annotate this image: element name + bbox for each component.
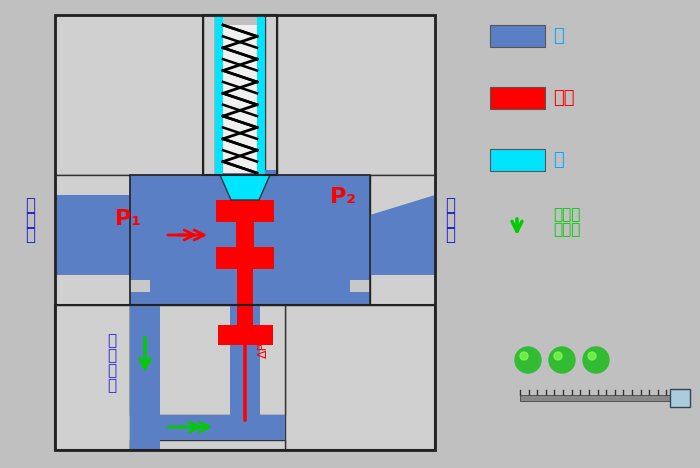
Bar [350,280,370,292]
Text: 制: 制 [107,348,117,363]
Bar [236,222,254,247]
Circle shape [520,352,528,360]
Bar [130,305,160,450]
Bar [130,175,370,305]
Bar [223,25,257,173]
Bar [237,269,253,329]
Text: P₂: P₂ [330,187,356,207]
Bar [203,15,215,175]
Text: 活塞: 活塞 [553,89,575,108]
Text: P₁: P₁ [115,209,141,229]
Text: 出: 出 [445,196,455,214]
Circle shape [583,347,609,373]
Bar [55,195,130,275]
Bar [130,440,285,450]
Polygon shape [55,195,130,275]
Text: 阀: 阀 [553,152,564,169]
Bar [215,15,223,175]
Text: 油: 油 [553,28,564,45]
Bar [216,247,274,269]
Circle shape [554,352,562,360]
Bar [215,170,277,175]
Text: 路: 路 [107,378,117,393]
Text: 油: 油 [445,211,455,229]
Bar [490,25,545,47]
Bar [55,15,215,175]
Bar [223,25,257,173]
Text: 油: 油 [25,211,35,229]
Bar [490,87,545,109]
Bar [490,149,545,171]
Text: 动方向: 动方向 [553,222,580,237]
Text: 口: 口 [445,226,455,244]
Bar [265,15,277,175]
Bar [130,415,285,440]
Bar [203,15,277,175]
Polygon shape [370,195,435,275]
Text: 液体流: 液体流 [553,207,580,222]
Bar [216,200,274,222]
Bar [130,280,150,292]
Bar [257,15,265,175]
Bar [265,15,435,175]
Bar [55,175,130,305]
Text: 控: 控 [107,333,117,348]
Bar [130,175,370,305]
Circle shape [515,347,541,373]
Bar [130,305,285,415]
Circle shape [549,347,575,373]
Polygon shape [220,175,270,200]
Bar [55,305,130,450]
Text: ΔP: ΔP [257,342,270,358]
Bar [55,15,435,450]
Bar [218,325,273,345]
Text: 油: 油 [107,363,117,378]
Text: 口: 口 [25,226,35,244]
Bar [285,305,435,450]
Bar [670,389,690,407]
Bar [55,305,435,450]
Bar [370,175,435,305]
Bar [230,305,260,420]
Text: 进: 进 [25,196,35,214]
Circle shape [588,352,596,360]
Bar [520,395,675,401]
